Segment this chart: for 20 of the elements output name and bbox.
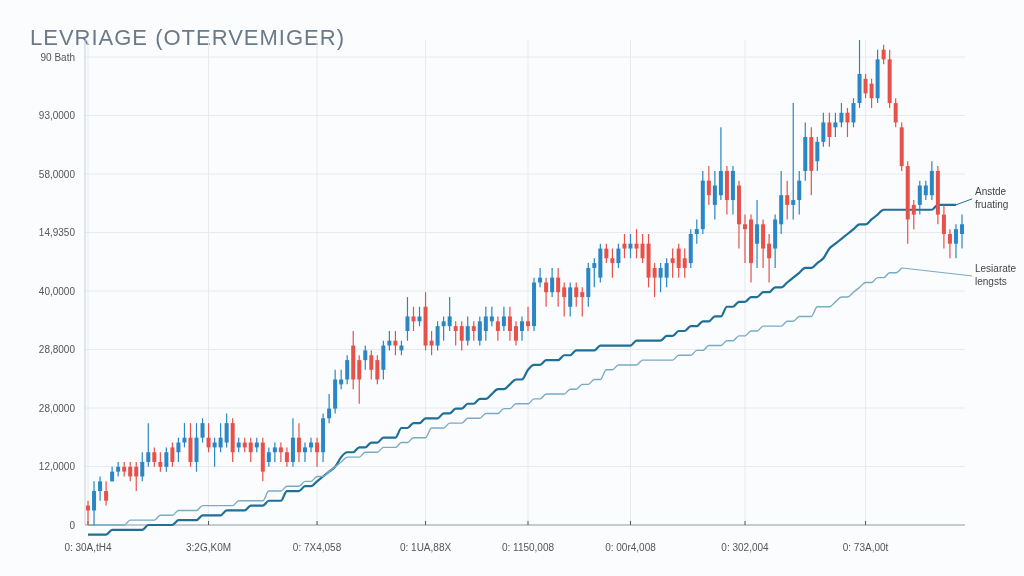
x-tick-label: 0: 00r4,008 [605, 542, 657, 553]
x-tick-label: 3:2G,K0M [186, 542, 232, 553]
legend-label: Anstde fruating [975, 185, 1009, 210]
text: 93,0000 [38, 110, 76, 121]
text: 28,8000 [38, 344, 76, 355]
text: 58,0000 [38, 168, 76, 180]
x-tick-label: 0: 7X4,058 [292, 542, 342, 553]
x-tick-label: 0: 30A,tH4 [64, 542, 113, 553]
x-tick-label: 0: 1150,008 [501, 542, 555, 553]
text: 90 Bath [40, 51, 75, 63]
text: 40,0000 [38, 285, 76, 297]
x-tick-label: 0: 302,004 [721, 542, 770, 553]
x-tick-label: 0: 1UA,88X [399, 542, 452, 553]
text: 12,0000 [38, 461, 76, 472]
x-tick-label: 0: 73A,00t [842, 542, 889, 553]
text: 28,0000 [38, 402, 76, 414]
text: 0 [69, 519, 76, 531]
text: 14,9350 [38, 227, 76, 238]
chart-title: LEVRIAGE (OTERVEMIGER) [30, 25, 345, 50]
text: Lesiarate lengsts [975, 262, 1017, 287]
